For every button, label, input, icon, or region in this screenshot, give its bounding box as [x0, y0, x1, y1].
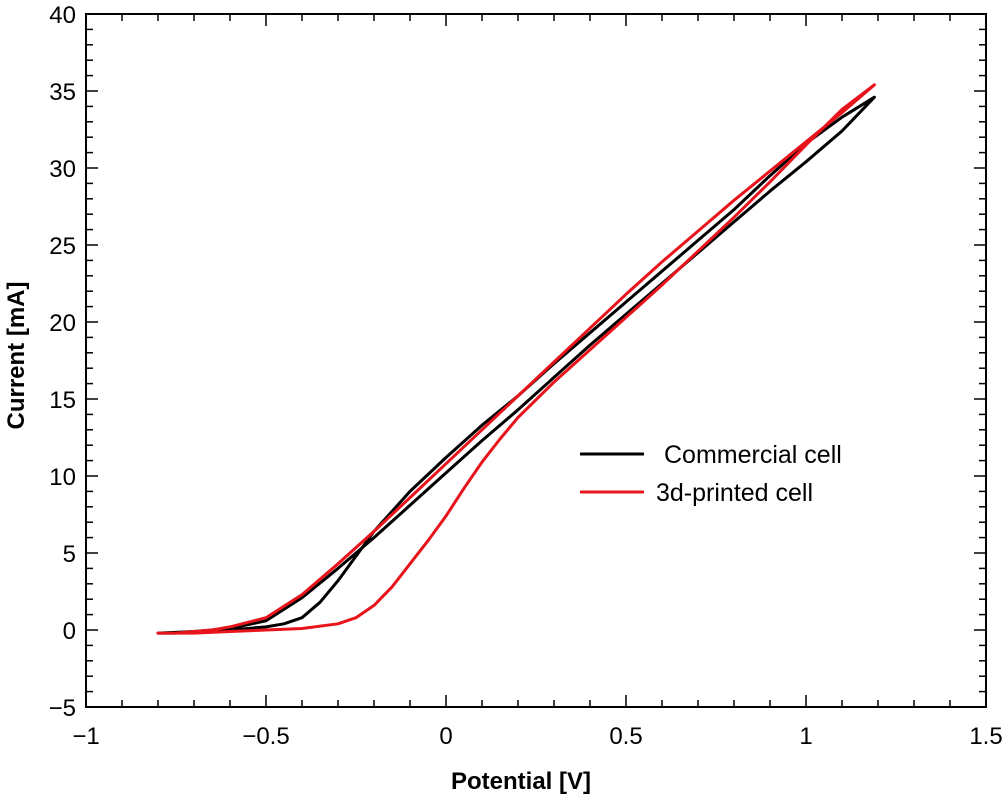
y-tick-label: 5 [63, 541, 76, 568]
y-tick-label: 0 [63, 618, 76, 645]
x-tick-label: 0 [439, 723, 452, 750]
x-tick-label: 1 [799, 723, 812, 750]
y-tick-label: 20 [49, 310, 76, 337]
plot-frame [85, 13, 987, 708]
ticks-layer: −1 −0.5 0 0.5 1 1.5 −5 0 5 10 15 20 25 30 35 40 [49, 2, 1003, 750]
x-tick-label: 1.5 [969, 723, 1002, 750]
y-axis-title: Current [mA] [3, 282, 30, 430]
legend-label-commercial-cell: Commercial cell [664, 441, 842, 469]
x-tick-label: 0.5 [609, 723, 642, 750]
legend-label-3d-printed-cell: 3d-printed cell [656, 479, 813, 507]
legend: Commercial cell 3d-printed cell [580, 441, 842, 507]
x-tick-label: −0.5 [242, 723, 289, 750]
series-line-3d-printed-cell [156, 83, 876, 635]
y-tick-label: 10 [49, 464, 76, 491]
y-tick-label: 25 [49, 233, 76, 260]
series-line-commercial-cell [156, 95, 876, 635]
y-tick-label: 40 [49, 2, 76, 29]
x-axis-title: Potential [V] [451, 768, 591, 795]
series-layer [156, 83, 876, 635]
y-tick-label: 30 [49, 156, 76, 183]
x-tick-label: −1 [72, 723, 99, 750]
y-tick-label: 15 [49, 387, 76, 414]
y-tick-label: −5 [49, 695, 76, 722]
y-tick-label: 35 [49, 79, 76, 106]
